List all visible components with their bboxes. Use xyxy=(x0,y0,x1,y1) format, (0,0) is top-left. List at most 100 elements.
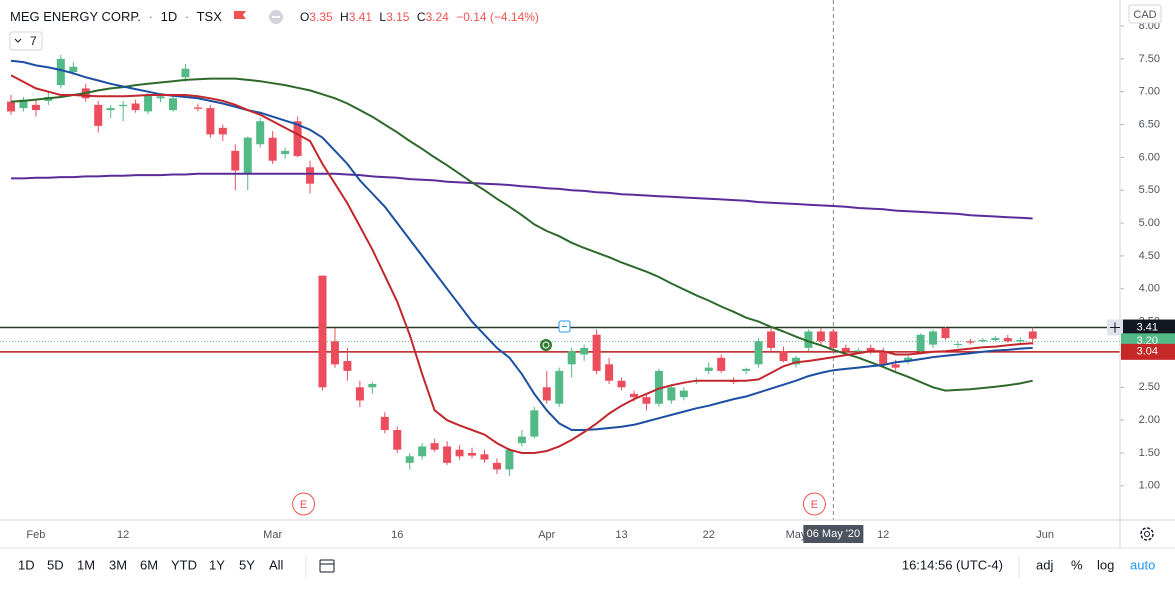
candle-body xyxy=(953,343,962,345)
alert-icon[interactable] xyxy=(540,339,552,351)
range-button[interactable]: All xyxy=(269,557,284,572)
candle-body xyxy=(343,361,352,371)
range-button[interactable]: 1D xyxy=(18,557,35,572)
separator: · xyxy=(185,9,189,24)
candle-body xyxy=(804,331,813,348)
candle-body xyxy=(754,341,763,365)
candle-body xyxy=(193,107,202,109)
x-tick-label: 16 xyxy=(391,529,403,541)
open-label: O xyxy=(300,10,309,24)
candle-body xyxy=(418,446,427,457)
earnings-label: E xyxy=(811,499,818,511)
auto-button[interactable]: auto xyxy=(1130,557,1155,572)
candle-body xyxy=(1003,338,1012,342)
candle-body xyxy=(144,94,153,112)
candle-body xyxy=(168,98,177,111)
range-button[interactable]: 5Y xyxy=(239,557,255,572)
candle-body xyxy=(368,384,377,388)
moving-average xyxy=(10,59,1033,431)
candle-body xyxy=(791,357,800,365)
range-button[interactable]: 5D xyxy=(47,557,64,572)
earnings-marker[interactable] xyxy=(292,492,316,516)
range-button[interactable]: 1M xyxy=(77,557,95,572)
y-tick-label: 5.00 xyxy=(1139,217,1160,229)
x-tick-label: May xyxy=(786,529,807,541)
candle-body xyxy=(380,416,389,431)
percent-button[interactable]: % xyxy=(1071,557,1083,572)
candle-body xyxy=(816,331,825,342)
settings-icon[interactable] xyxy=(1140,527,1154,541)
candle-body xyxy=(929,331,938,345)
range-button[interactable]: 3M xyxy=(109,557,127,572)
candle-body xyxy=(542,387,551,401)
moving-average xyxy=(11,172,1033,220)
y-tick-label: 4.50 xyxy=(1139,250,1160,262)
range-button[interactable]: 6M xyxy=(140,557,158,572)
x-tick-label: Jun xyxy=(1036,529,1054,541)
candle-body xyxy=(131,103,140,111)
candle-body xyxy=(617,380,626,388)
candle-body xyxy=(492,462,501,470)
flag-icon[interactable] xyxy=(234,11,246,19)
candle-body xyxy=(293,121,302,157)
candle-body xyxy=(904,357,913,362)
candle-body xyxy=(891,364,900,368)
add-icon xyxy=(1110,322,1120,333)
y-tick-label: 2.00 xyxy=(1139,414,1160,426)
x-tick-label: Mar xyxy=(263,529,282,541)
log-button[interactable]: log xyxy=(1097,557,1114,572)
candle-body xyxy=(306,167,315,184)
candle-body xyxy=(231,150,240,171)
y-tick-label: 2.50 xyxy=(1139,381,1160,393)
candle-body xyxy=(468,452,477,456)
candle-body xyxy=(704,367,713,371)
candle-body xyxy=(156,96,165,99)
indicators-toggle[interactable] xyxy=(9,31,43,51)
symbol: MEG ENERGY CORP. xyxy=(10,9,141,24)
x-tick-label: 12 xyxy=(877,529,889,541)
candle-body xyxy=(256,121,265,145)
close-value: 3.24 xyxy=(425,10,449,24)
x-tick-label: 22 xyxy=(703,529,715,541)
low-label: L xyxy=(379,10,386,24)
candle-body xyxy=(854,350,863,352)
candle-body xyxy=(1028,331,1037,339)
x-tick-label: 13 xyxy=(615,529,627,541)
adj-button[interactable]: adj xyxy=(1036,557,1053,572)
date-range-icon[interactable] xyxy=(319,559,335,573)
candle-body xyxy=(430,443,439,450)
candle-body xyxy=(916,334,925,352)
candle-body xyxy=(1016,340,1025,342)
high-label: H xyxy=(340,10,349,24)
plot-area: 8.007.507.006.506.005.505.004.504.003.50… xyxy=(0,0,1160,541)
candle-body xyxy=(393,430,402,450)
x-tick-label: 12 xyxy=(117,529,129,541)
candle-body xyxy=(281,150,290,155)
high-value: 3.41 xyxy=(349,10,373,24)
y-tick-label: 1.00 xyxy=(1139,480,1160,492)
range-button[interactable]: YTD xyxy=(171,557,197,572)
candle-body xyxy=(742,368,751,371)
range-button[interactable]: 1Y xyxy=(209,557,225,572)
candle-body xyxy=(218,127,227,135)
exchange: TSX xyxy=(197,9,223,24)
candle-body xyxy=(642,397,651,404)
candle-body xyxy=(19,99,28,109)
earnings-marker[interactable] xyxy=(802,492,826,516)
candle-body xyxy=(181,68,190,78)
candle-body xyxy=(630,393,638,398)
y-tick-label: 5.50 xyxy=(1139,184,1160,196)
open-value: 3.35 xyxy=(309,10,333,24)
candle-body xyxy=(841,347,850,352)
candle-body xyxy=(667,387,676,401)
candle-body xyxy=(455,449,464,457)
y-tick-label: 6.00 xyxy=(1139,151,1160,163)
change: −0.14 (−4.14%) xyxy=(456,10,539,24)
currency-box[interactable] xyxy=(1128,4,1162,24)
candle-body xyxy=(119,104,128,107)
toolbar: 1D 5D 1M 3M 6M YTD 1Y 5Y All xyxy=(18,557,284,572)
